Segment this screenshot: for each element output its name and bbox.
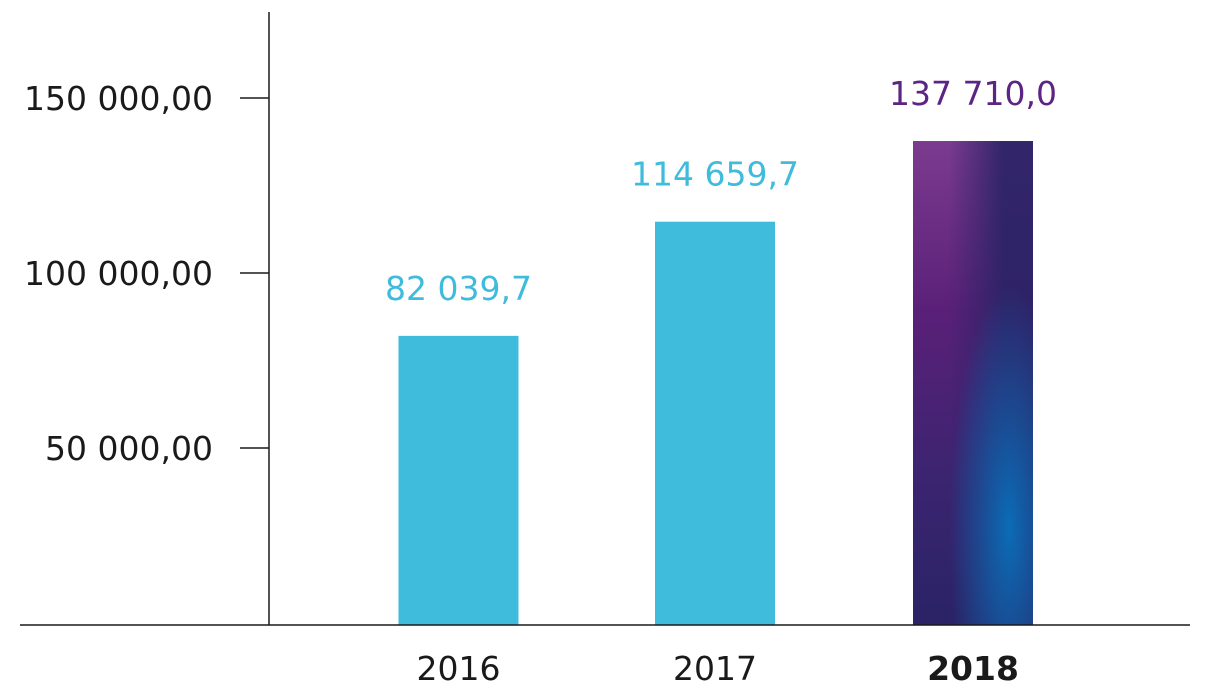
value-label-2018: 137 710,0 <box>889 74 1057 113</box>
y-tick-label: 100 000,00 <box>24 254 213 293</box>
value-label-2016: 82 039,7 <box>385 269 532 308</box>
bar-2017 <box>655 221 775 626</box>
y-tick-label: 50 000,00 <box>45 429 213 468</box>
x-tick-label-2016: 2016 <box>417 649 501 688</box>
bar-glow <box>913 141 1033 625</box>
y-tick-label: 150 000,00 <box>24 79 213 118</box>
bar-2016 <box>398 335 519 625</box>
value-label-2017: 114 659,7 <box>631 155 799 194</box>
bar-2018 <box>913 141 1033 625</box>
x-tick-label-2017: 2017 <box>673 649 757 688</box>
y-ticks: 50 000,00 100 000,00 150 000,00 <box>24 79 269 468</box>
bars-layer: 82 039,7 2016 114 659,7 2017 137 710,0 2018 <box>385 74 1057 688</box>
x-tick-label-2018: 2018 <box>927 649 1019 688</box>
